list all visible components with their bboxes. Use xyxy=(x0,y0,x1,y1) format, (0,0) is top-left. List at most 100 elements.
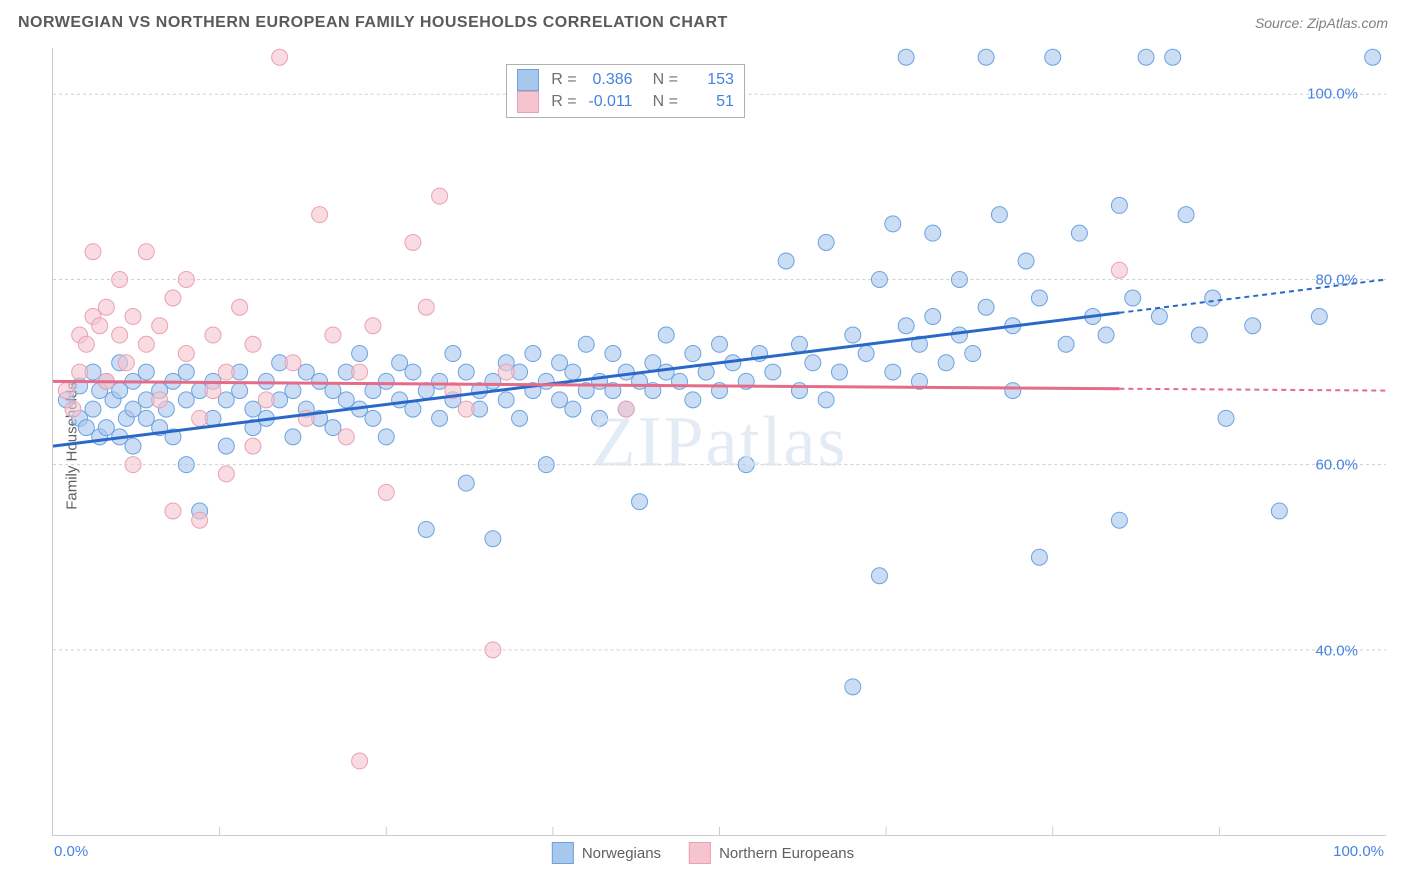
scatter-point xyxy=(871,568,887,584)
scatter-point xyxy=(552,392,568,408)
scatter-point xyxy=(685,346,701,362)
scatter-point xyxy=(432,410,448,426)
scatter-point xyxy=(258,392,274,408)
scatter-point xyxy=(538,457,554,473)
scatter-point xyxy=(885,216,901,232)
y-tick-label: 80.0% xyxy=(1315,271,1358,288)
scatter-point xyxy=(938,355,954,371)
scatter-point xyxy=(178,364,194,380)
chart-title: NORWEGIAN VS NORTHERN EUROPEAN FAMILY HO… xyxy=(18,14,728,32)
trend-line-extrapolated xyxy=(1119,389,1386,391)
chart-container: NORWEGIAN VS NORTHERN EUROPEAN FAMILY HO… xyxy=(0,0,1406,892)
scatter-point xyxy=(1218,410,1234,426)
scatter-point xyxy=(458,475,474,491)
scatter-point xyxy=(118,355,134,371)
scatter-point xyxy=(205,327,221,343)
scatter-point xyxy=(405,234,421,250)
scatter-point xyxy=(125,401,141,417)
scatter-point xyxy=(1365,49,1381,65)
scatter-point xyxy=(58,383,74,399)
scatter-point xyxy=(512,410,528,426)
scatter-point xyxy=(565,364,581,380)
scatter-point xyxy=(352,346,368,362)
scatter-point xyxy=(991,207,1007,223)
stats-swatch xyxy=(517,69,539,91)
scatter-point xyxy=(658,364,674,380)
scatter-point xyxy=(218,392,234,408)
scatter-point xyxy=(765,364,781,380)
scatter-point xyxy=(458,364,474,380)
scatter-point xyxy=(178,271,194,287)
n-label: N = xyxy=(653,71,678,89)
y-tick-label: 40.0% xyxy=(1315,642,1358,659)
scatter-point xyxy=(605,346,621,362)
y-tick-label: 100.0% xyxy=(1307,86,1358,103)
scatter-point xyxy=(405,364,421,380)
scatter-point xyxy=(1178,207,1194,223)
scatter-plot xyxy=(53,48,1386,835)
scatter-point xyxy=(458,401,474,417)
legend-item: Norwegians xyxy=(552,842,661,864)
r-label: R = xyxy=(551,71,576,89)
scatter-point xyxy=(645,355,661,371)
legend-item: Northern Europeans xyxy=(689,842,854,864)
scatter-point xyxy=(138,336,154,352)
scatter-point xyxy=(1031,290,1047,306)
scatter-point xyxy=(485,373,501,389)
x-tick-max: 100.0% xyxy=(1333,843,1384,860)
scatter-point xyxy=(805,355,821,371)
scatter-point xyxy=(871,271,887,287)
scatter-point xyxy=(818,392,834,408)
n-value: 153 xyxy=(686,71,734,89)
scatter-point xyxy=(85,401,101,417)
scatter-point xyxy=(65,401,81,417)
scatter-point xyxy=(352,753,368,769)
scatter-point xyxy=(365,318,381,334)
scatter-point xyxy=(392,392,408,408)
plot-area: ZIPatlas R =0.386N =153R =-0.011N =51 40… xyxy=(52,48,1386,836)
scatter-point xyxy=(312,207,328,223)
scatter-point xyxy=(405,401,421,417)
scatter-point xyxy=(818,234,834,250)
legend-label: Norwegians xyxy=(582,845,661,862)
scatter-point xyxy=(245,438,261,454)
scatter-point xyxy=(898,49,914,65)
stats-row: R =-0.011N =51 xyxy=(517,91,734,113)
scatter-point xyxy=(378,484,394,500)
scatter-point xyxy=(1071,225,1087,241)
scatter-point xyxy=(898,318,914,334)
scatter-point xyxy=(192,512,208,528)
scatter-point xyxy=(352,364,368,380)
scatter-point xyxy=(1098,327,1114,343)
scatter-point xyxy=(1245,318,1261,334)
r-value: -0.011 xyxy=(585,93,633,111)
scatter-point xyxy=(325,420,341,436)
scatter-point xyxy=(112,327,128,343)
scatter-point xyxy=(965,346,981,362)
scatter-point xyxy=(138,244,154,260)
scatter-point xyxy=(925,225,941,241)
legend: Norwegians Northern Europeans xyxy=(552,842,854,864)
stats-row: R =0.386N =153 xyxy=(517,69,734,91)
scatter-point xyxy=(552,355,568,371)
scatter-point xyxy=(78,336,94,352)
scatter-point xyxy=(392,355,408,371)
scatter-point xyxy=(218,466,234,482)
scatter-point xyxy=(1031,549,1047,565)
y-tick-label: 60.0% xyxy=(1315,457,1358,474)
scatter-point xyxy=(138,364,154,380)
scatter-point xyxy=(152,392,168,408)
source-label: Source: ZipAtlas.com xyxy=(1255,15,1388,31)
scatter-point xyxy=(298,364,314,380)
scatter-point xyxy=(885,364,901,380)
scatter-point xyxy=(125,457,141,473)
scatter-point xyxy=(712,336,728,352)
scatter-point xyxy=(85,244,101,260)
scatter-point xyxy=(192,410,208,426)
scatter-point xyxy=(1111,197,1127,213)
scatter-point xyxy=(618,401,634,417)
scatter-point xyxy=(125,309,141,325)
scatter-point xyxy=(325,327,341,343)
scatter-point xyxy=(245,336,261,352)
scatter-point xyxy=(538,373,554,389)
